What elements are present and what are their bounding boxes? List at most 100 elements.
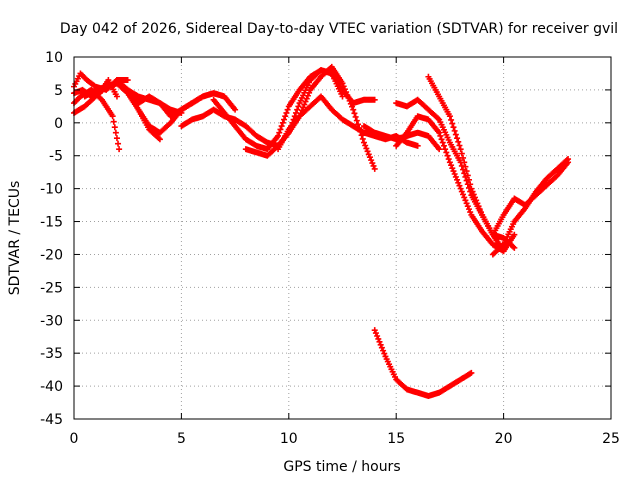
data-point: [376, 338, 383, 345]
y-tick-label: -25: [40, 280, 63, 296]
series-sat-q: [489, 159, 572, 238]
data-point: [372, 330, 379, 337]
data-point: [115, 140, 122, 147]
data-point: [463, 200, 470, 207]
data-point: [283, 109, 290, 116]
data-point: [451, 127, 458, 134]
series-sat-p: [425, 73, 507, 255]
x-tick-label: 5: [177, 431, 186, 447]
data-point: [278, 123, 285, 130]
y-tick-label: -45: [40, 412, 63, 428]
data-point: [454, 135, 461, 142]
data-point: [369, 160, 376, 167]
data-point: [359, 135, 366, 142]
x-tick-labels: 0 5 10 15 20 25: [70, 431, 620, 447]
x-tick-label: 20: [495, 431, 513, 447]
data-point: [457, 146, 464, 153]
data-point: [477, 209, 484, 216]
data-point: [458, 188, 465, 195]
x-tick-label: 25: [602, 431, 620, 447]
data-point: [276, 129, 283, 136]
data-point: [352, 113, 359, 120]
data-point: [363, 145, 370, 152]
data-point: [374, 332, 381, 339]
y-tick-label: 10: [45, 50, 63, 66]
data-point: [281, 116, 288, 123]
data-point: [475, 203, 482, 210]
data-point: [448, 162, 455, 169]
data-point: [461, 194, 468, 201]
data-point: [499, 242, 506, 249]
data-point: [377, 341, 384, 348]
data-point: [414, 142, 421, 149]
data-point: [451, 171, 458, 178]
data-point: [468, 369, 475, 376]
data-point: [465, 176, 472, 183]
plot-frame: [73, 56, 612, 420]
data-point: [275, 132, 282, 139]
chart-title: Day 042 of 2026, Sidereal Day-to-day VTE…: [60, 21, 618, 37]
data-point: [294, 106, 301, 113]
data-point: [460, 191, 467, 198]
series-sat-i: [210, 67, 346, 153]
y-tick-label: -30: [40, 313, 63, 329]
y-tick-label: -35: [40, 346, 63, 362]
data-point: [109, 113, 116, 120]
data-point: [450, 168, 457, 175]
data-point: [110, 118, 117, 125]
data-point: [458, 150, 465, 157]
data-point: [511, 244, 518, 251]
data-point: [464, 203, 471, 210]
data-point: [437, 132, 444, 139]
data-point: [113, 135, 120, 142]
data-point: [449, 165, 456, 172]
data-point: [438, 136, 445, 143]
x-tick-label: 10: [280, 431, 298, 447]
data-point: [474, 200, 481, 207]
data-point: [464, 172, 471, 179]
data-point: [350, 106, 357, 113]
data-point: [468, 185, 475, 192]
data-point: [375, 335, 382, 342]
data-point: [353, 117, 360, 124]
data-point: [277, 126, 284, 133]
data-point: [456, 142, 463, 149]
tick-marks: [73, 56, 612, 420]
data-point: [371, 165, 378, 172]
series-sat-g: [135, 90, 239, 136]
y-tick-label: -5: [49, 149, 63, 165]
y-tick-label: 0: [54, 116, 63, 132]
data-point: [455, 138, 462, 145]
data-point: [362, 142, 369, 149]
data-point: [511, 231, 518, 238]
data-point: [452, 131, 459, 138]
series-sat-s: [371, 327, 475, 399]
data-point: [456, 182, 463, 189]
data-point: [445, 156, 452, 163]
x-tick-label: 15: [387, 431, 405, 447]
data-point: [467, 209, 474, 216]
data-point: [436, 129, 443, 136]
data-point: [461, 159, 468, 166]
data-point: [439, 139, 446, 146]
data-point: [463, 168, 470, 175]
data-point: [471, 194, 478, 201]
data-point: [565, 156, 572, 163]
data-point: [446, 159, 453, 166]
data-point: [156, 136, 163, 143]
data-point: [232, 106, 239, 113]
x-tick-label: 0: [70, 431, 79, 447]
data-point: [351, 110, 358, 117]
data-point: [368, 157, 375, 164]
data-point: [349, 103, 356, 110]
series-sat-r: [489, 156, 572, 258]
data-point: [302, 98, 309, 105]
y-tick-label: -15: [40, 215, 63, 231]
y-tick-labels: -45 -40 -35 -30 -25 -20 -15 -10 -5 0 5 10: [40, 50, 63, 428]
data-point: [113, 93, 120, 100]
data-point: [442, 146, 449, 153]
data-point: [155, 135, 162, 142]
data-point: [301, 101, 308, 108]
data-point: [460, 154, 467, 161]
data-point: [284, 106, 291, 113]
